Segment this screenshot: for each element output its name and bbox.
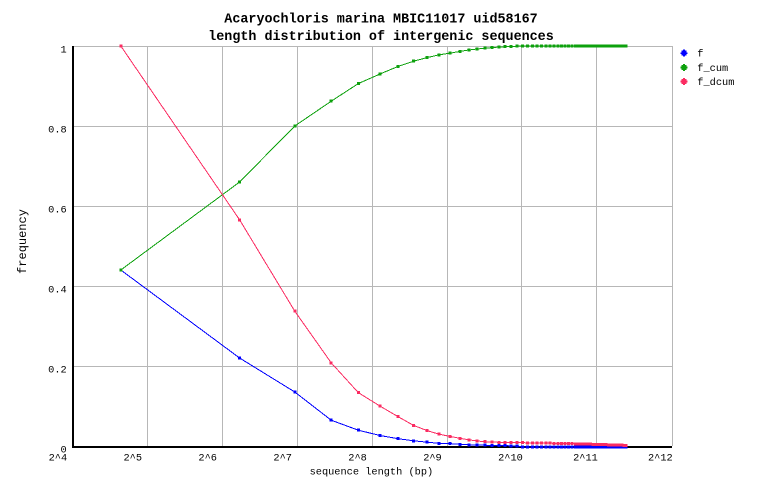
svg-text:0.6: 0.6	[48, 205, 67, 217]
svg-text:f_dcum: f_dcum	[697, 77, 734, 89]
svg-text:f: f	[697, 49, 703, 61]
svg-text:2^6: 2^6	[198, 453, 217, 465]
svg-text:2^11: 2^11	[573, 453, 598, 465]
svg-text:0.8: 0.8	[48, 125, 67, 137]
svg-text:0.4: 0.4	[48, 285, 67, 297]
svg-text:1: 1	[61, 45, 67, 57]
svg-text:f_cum: f_cum	[697, 63, 728, 75]
svg-text:2^10: 2^10	[498, 453, 523, 465]
svg-text:2^5: 2^5	[124, 453, 143, 465]
svg-text:sequence length (bp): sequence length (bp)	[310, 467, 434, 479]
svg-text:0.2: 0.2	[48, 365, 67, 377]
svg-text:0: 0	[61, 445, 67, 457]
svg-text:Acaryochloris marina MBIC11017: Acaryochloris marina MBIC11017 uid58167	[224, 12, 537, 27]
svg-text:frequency: frequency	[16, 209, 30, 274]
svg-text:2^9: 2^9	[423, 453, 442, 465]
svg-text:2^7: 2^7	[273, 453, 292, 465]
svg-text:2^12: 2^12	[648, 453, 673, 465]
svg-text:2^8: 2^8	[348, 453, 367, 465]
svg-text:length distribution of interge: length distribution of intergenic sequen…	[208, 30, 554, 45]
svg-text:2^4: 2^4	[49, 453, 68, 465]
